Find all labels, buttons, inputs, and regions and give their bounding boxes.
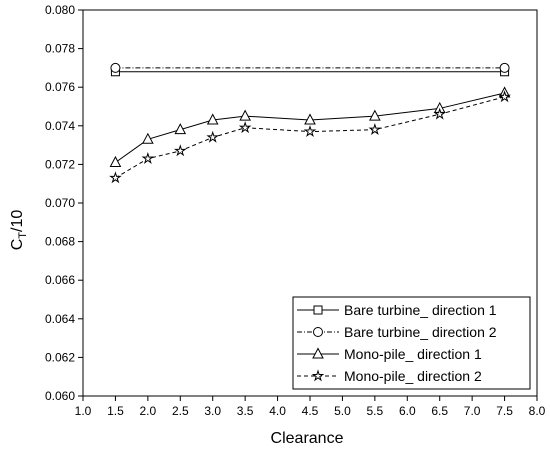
x-tick-label: 4.5 xyxy=(302,404,319,418)
series-line xyxy=(115,96,505,179)
series-2 xyxy=(110,62,510,73)
x-tick-label: 8.0 xyxy=(529,404,546,418)
x-tick-label: 7.5 xyxy=(496,404,513,418)
y-tick-label: 0.074 xyxy=(45,119,75,133)
y-axis-label-subscript: T xyxy=(17,232,29,239)
x-tick-label: 2.0 xyxy=(140,404,157,418)
y-axis-label-tail: /10 xyxy=(9,210,26,232)
legend-marker xyxy=(312,347,324,359)
legend-label: Bare turbine_ direction 2 xyxy=(344,324,497,340)
data-point xyxy=(173,144,187,157)
x-axis-label: Clearance xyxy=(271,430,344,447)
x-tick-label: 4.0 xyxy=(269,404,286,418)
legend-item: Bare turbine_ direction 2 xyxy=(297,324,497,340)
data-point xyxy=(238,121,252,134)
data-point xyxy=(369,109,381,121)
x-tick-label: 6.5 xyxy=(431,404,448,418)
x-tick-label: 3.0 xyxy=(204,404,221,418)
data-point xyxy=(303,124,317,137)
x-tick-label: 1.5 xyxy=(107,404,124,418)
data-point xyxy=(109,171,122,184)
legend-marker xyxy=(313,327,323,337)
legend-item: Bare turbine_ direction 1 xyxy=(297,302,497,318)
data-point xyxy=(142,132,154,144)
y-tick-label: 0.068 xyxy=(45,235,75,249)
data-point xyxy=(499,62,510,73)
data-point xyxy=(304,113,316,125)
y-axis-label: CT/10 xyxy=(9,210,29,251)
legend-label: Mono-pile_ direction 1 xyxy=(344,346,482,362)
x-tick-label: 1.0 xyxy=(75,404,92,418)
y-tick-label: 0.062 xyxy=(45,350,75,364)
data-point xyxy=(498,90,511,103)
x-tick-label: 5.5 xyxy=(367,404,384,418)
y-tick-label: 0.078 xyxy=(45,42,75,56)
series-3 xyxy=(109,86,511,167)
legend-item: Mono-pile_ direction 1 xyxy=(297,346,482,362)
y-tick-label: 0.070 xyxy=(45,196,75,210)
data-point xyxy=(368,123,382,136)
data-point xyxy=(110,62,121,73)
data-point xyxy=(239,109,251,121)
plot-series xyxy=(109,62,511,184)
y-tick-label: 0.060 xyxy=(45,389,75,403)
y-tick-label: 0.064 xyxy=(45,312,75,326)
x-tick-label: 2.5 xyxy=(172,404,189,418)
x-tick-label: 6.0 xyxy=(399,404,416,418)
data-point xyxy=(433,107,447,120)
legend-marker xyxy=(313,305,323,315)
x-tick-label: 3.5 xyxy=(237,404,254,418)
legend-marker xyxy=(311,369,325,382)
y-axis: 0.060 0.062 0.064 0.066 0.068 0.070 0.072 0.074… xyxy=(45,3,83,403)
data-point xyxy=(206,130,220,143)
y-axis-label-main: C xyxy=(9,239,26,251)
x-axis: 1.0 1.5 2.0 2.5 3.0 3.5 4.0 4.5 5.0 5.5 6.0 6.5 7.0 7… xyxy=(75,396,546,418)
legend-label: Bare turbine_ direction 1 xyxy=(344,302,497,318)
legend: Bare turbine_ direction 1 Bare turbine_ d… xyxy=(292,296,531,390)
data-point xyxy=(141,151,155,164)
legend-box xyxy=(292,296,531,390)
legend-item: Mono-pile_ direction 2 xyxy=(297,368,482,384)
x-tick-label: 5.0 xyxy=(334,404,351,418)
y-tick-label: 0.066 xyxy=(45,273,75,287)
x-tick-label: 7.0 xyxy=(464,404,481,418)
series-1 xyxy=(110,67,510,77)
data-point xyxy=(174,123,187,135)
series-4 xyxy=(109,90,511,184)
y-tick-label: 0.072 xyxy=(45,157,75,171)
legend-label: Mono-pile_ direction 2 xyxy=(344,368,482,384)
data-point xyxy=(206,113,219,125)
y-tick-label: 0.080 xyxy=(45,3,75,17)
data-point xyxy=(109,155,122,167)
y-tick-label: 0.076 xyxy=(45,80,75,94)
